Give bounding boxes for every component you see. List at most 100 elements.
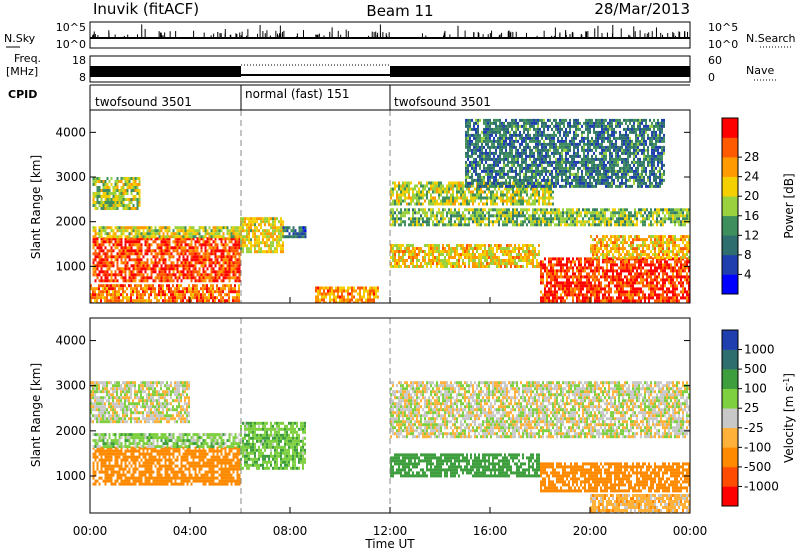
heatmap-cell (160, 249, 163, 253)
heatmap-cell (664, 299, 666, 303)
heatmap-cell (234, 232, 237, 236)
heatmap-cell (672, 284, 674, 288)
heatmap-cell (210, 293, 212, 297)
heatmap-cell (626, 296, 628, 300)
heatmap-cell (640, 214, 642, 218)
heatmap-cell (404, 250, 406, 253)
heatmap-cell (456, 199, 458, 203)
heatmap-cell (126, 287, 128, 291)
heatmap-cell (408, 253, 410, 256)
heatmap-cell (234, 246, 237, 250)
heatmap-cell (408, 247, 410, 250)
heatmap-cell (508, 214, 510, 218)
heatmap-cell (178, 293, 180, 297)
heatmap-cell (182, 237, 185, 241)
heatmap-cell (472, 184, 474, 188)
heatmap-cell (622, 266, 624, 270)
heatmap-cell (440, 187, 442, 191)
heatmap-cell (646, 284, 648, 288)
heatmap-cell (94, 235, 97, 239)
heatmap-cell (588, 220, 590, 224)
heatmap-cell (584, 281, 586, 285)
heatmap-cell (436, 223, 438, 227)
heatmap-cell (460, 220, 462, 224)
heatmap-cell (440, 181, 442, 185)
heatmap-cell (642, 266, 644, 270)
heatmap-cell (148, 243, 151, 247)
heatmap-cell (412, 220, 414, 224)
heatmap-cell (590, 263, 592, 267)
heatmap-cell (438, 259, 440, 262)
heatmap-cell (254, 241, 256, 245)
heatmap-cell (282, 229, 285, 233)
heatmap-cell (428, 202, 430, 206)
heatmap-cell (606, 223, 608, 227)
heatmap-cell (490, 247, 492, 250)
heatmap-cell (632, 223, 634, 227)
heatmap-cell (624, 284, 626, 288)
heatmap-cell (114, 198, 117, 201)
heatmap-cell (526, 244, 528, 247)
heatmap-cell (630, 281, 632, 285)
heatmap-cell (268, 238, 270, 242)
heatmap-cell (222, 252, 225, 256)
heatmap-cell (428, 181, 430, 185)
heatmap-cell (198, 237, 201, 241)
heatmap-cell (212, 276, 215, 280)
heatmap-cell (186, 235, 189, 239)
heatmap-cell (162, 252, 165, 256)
heatmap-cell (228, 287, 230, 291)
heatmap-cell (100, 237, 103, 241)
heatmap-cell (590, 293, 592, 297)
heatmap-cell (146, 243, 149, 247)
heatmap-cell (280, 247, 282, 251)
heatmap-cell (492, 193, 494, 197)
heatmap-cell (514, 202, 516, 206)
heatmap-cell (158, 261, 161, 265)
heatmap-cell (200, 276, 203, 280)
heatmap-cell (394, 184, 396, 188)
heatmap-cell (172, 293, 174, 297)
heatmap-cell (398, 202, 400, 206)
heatmap-cell (620, 223, 622, 227)
heatmap-cell (608, 253, 610, 257)
heatmap-cell (164, 276, 167, 280)
heatmap-cell (582, 266, 584, 270)
heatmap-cell (373, 292, 375, 296)
heatmap-cell (232, 246, 235, 250)
heatmap-cell (616, 284, 618, 288)
heatmap-cell (544, 223, 546, 227)
heatmap-cell (586, 260, 588, 264)
heatmap-cell (606, 296, 608, 300)
heatmap-cell (588, 281, 590, 285)
heatmap-cell (652, 257, 654, 261)
heatmap-cell (588, 208, 590, 212)
heatmap-cell (608, 260, 610, 264)
heatmap-cell (138, 235, 141, 239)
heatmap-cell (540, 269, 542, 273)
heatmap-cell (222, 264, 225, 268)
heatmap-cell (196, 249, 199, 253)
heatmap-cell (680, 263, 682, 267)
heatmap-cell (184, 293, 186, 297)
heatmap-cell (514, 256, 516, 259)
heatmap-cell (578, 290, 580, 294)
heatmap-cell (462, 190, 464, 194)
heatmap-cell (220, 264, 223, 268)
heatmap-cell (670, 299, 672, 303)
heatmap-cell (114, 180, 117, 183)
heatmap-cell (208, 264, 211, 268)
freq-label-line1: Freq. (14, 52, 41, 65)
heatmap-cell (104, 252, 107, 256)
heatmap-cell (110, 296, 112, 300)
heatmap-cell (325, 286, 327, 290)
heatmap-cell (628, 217, 630, 221)
heatmap-cell (278, 238, 280, 242)
heatmap-cell (202, 273, 205, 277)
heatmap-cell (365, 289, 367, 293)
heatmap-cell (638, 260, 640, 264)
heatmap-cell (108, 279, 111, 283)
heatmap-cell (416, 253, 418, 256)
heatmap-cell (550, 220, 552, 224)
heatmap-cell (442, 244, 444, 247)
